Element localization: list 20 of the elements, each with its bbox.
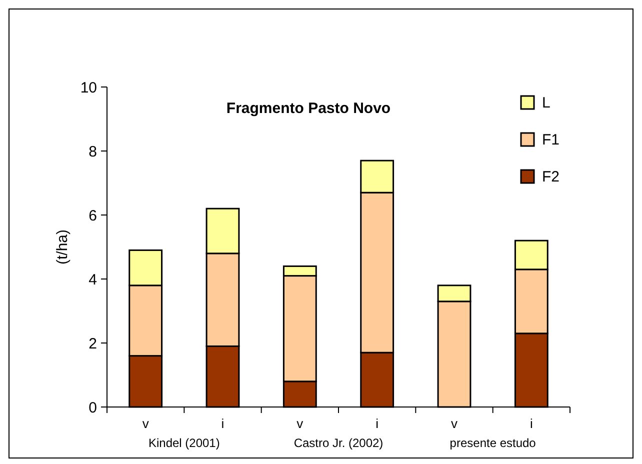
y-tick-label: 0 (88, 399, 97, 416)
y-tick-label: 2 (88, 335, 97, 352)
text: presente estudo (450, 436, 536, 450)
legend-label: F2 (542, 168, 560, 186)
y-tick-label: 6 (88, 207, 97, 224)
text: Kindel (2001) (148, 436, 220, 450)
x-tick-label: v (296, 416, 304, 431)
legend-label: F1 (542, 131, 560, 148)
y-tick-label: 10 (80, 79, 97, 96)
x-tick-label: v (142, 416, 150, 431)
text: Castro Jr. (2002) (294, 436, 384, 450)
x-tick-label: i (221, 416, 224, 431)
y-tick-label: 4 (88, 271, 97, 288)
y-axis-title: (t/ha) (54, 229, 71, 265)
text: Fragmento Pasto Novo (226, 100, 391, 117)
y-tick-label: 8 (88, 143, 97, 160)
x-tick-label: i (376, 416, 379, 431)
legend-label: L (542, 94, 550, 112)
x-tick-label: v (451, 416, 458, 431)
x-tick-label: i (530, 416, 533, 431)
